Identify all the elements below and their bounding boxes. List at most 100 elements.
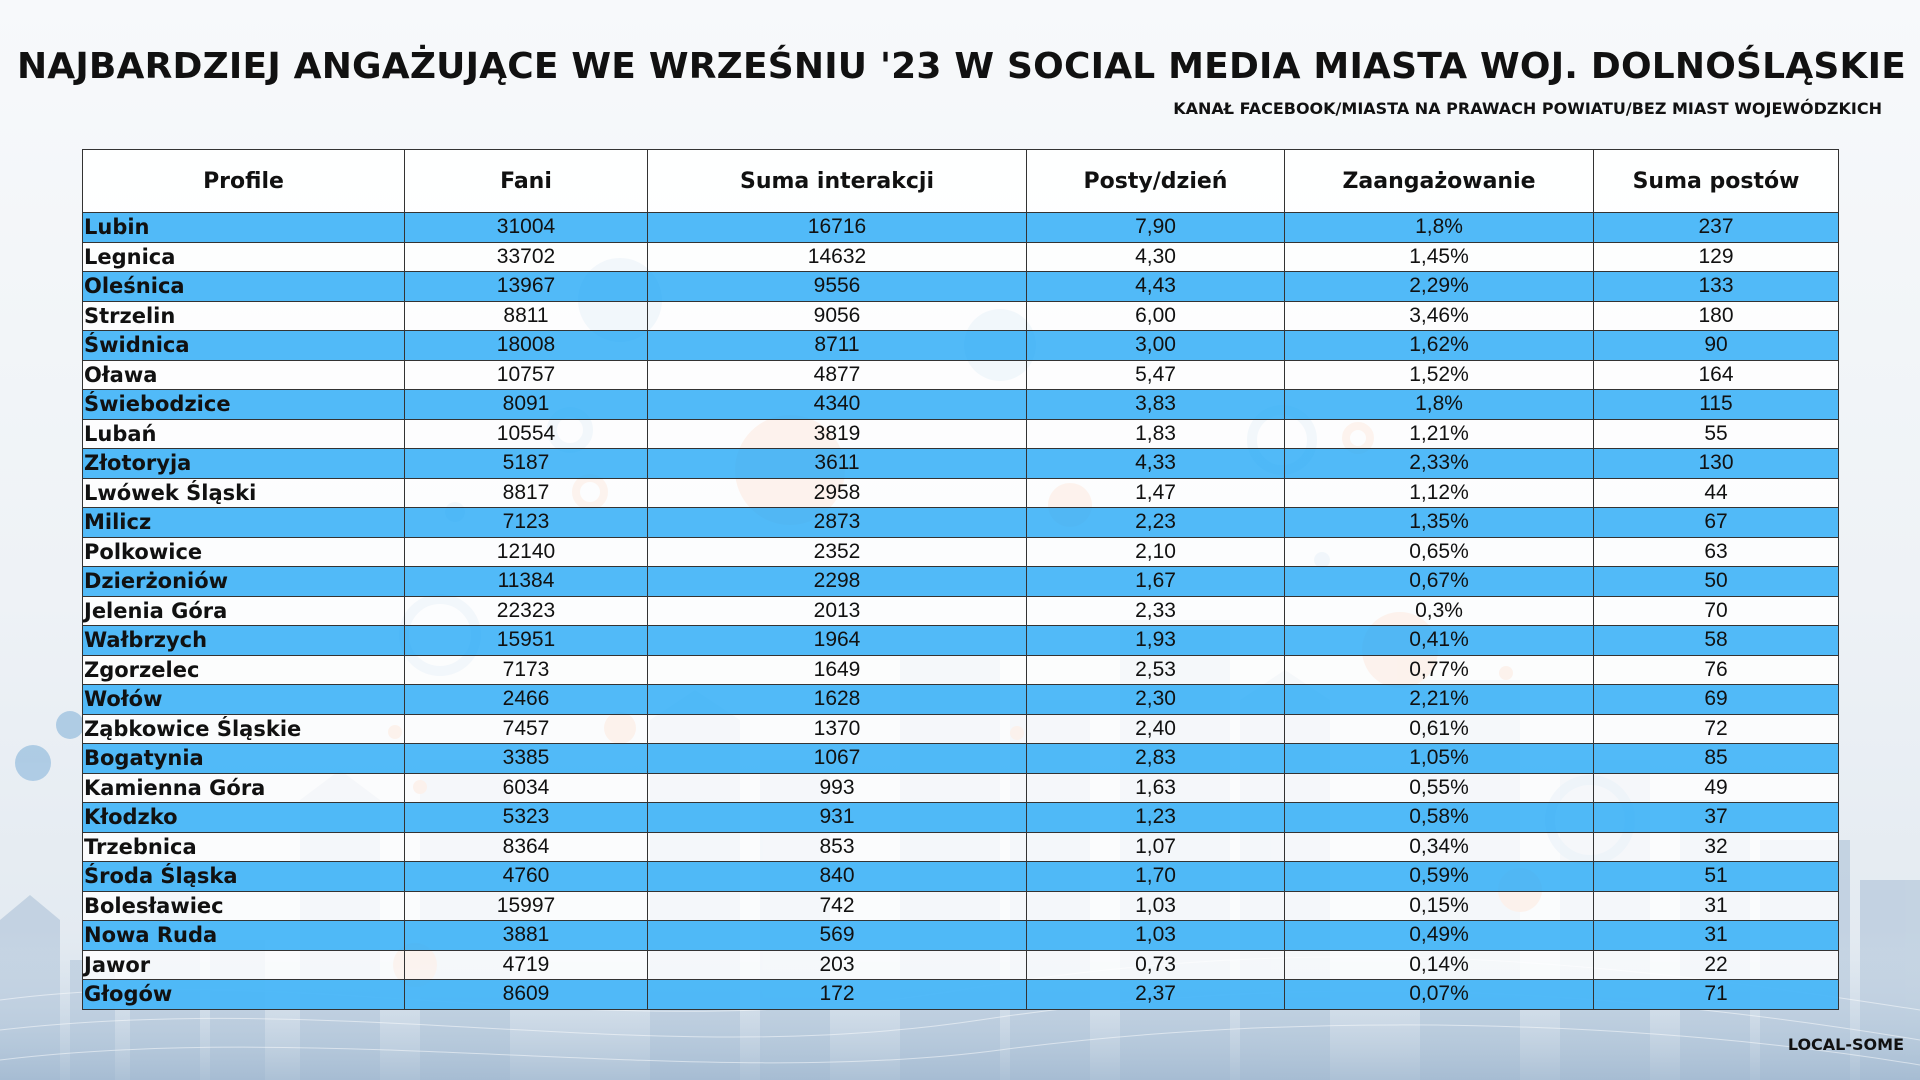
table-row: Jawor 4719 203 0,73 0,14% 22 xyxy=(82,949,1839,980)
header-posts-per-day: Posty/dzień xyxy=(1026,149,1285,213)
cell-engagement: 0,07% xyxy=(1284,979,1594,1010)
table-row: Wałbrzych 15951 1964 1,93 0,41% 58 xyxy=(82,625,1839,656)
table-row: Lubin 31004 16716 7,90 1,8% 237 xyxy=(82,212,1839,243)
table-row: Milicz 7123 2873 2,23 1,35% 67 xyxy=(82,507,1839,538)
cell-profile: Oleśnica xyxy=(82,271,405,302)
cell-engagement: 1,8% xyxy=(1284,212,1594,243)
cell-total-posts: 31 xyxy=(1593,920,1839,951)
table-row: Lubań 10554 3819 1,83 1,21% 55 xyxy=(82,418,1839,449)
cell-interactions: 9056 xyxy=(647,300,1027,331)
cell-profile: Wałbrzych xyxy=(82,625,405,656)
cell-fans: 10757 xyxy=(404,359,648,390)
cell-total-posts: 72 xyxy=(1593,713,1839,744)
cell-posts-per-day: 6,00 xyxy=(1026,300,1285,331)
cell-interactions: 203 xyxy=(647,949,1027,980)
cell-profile: Ząbkowice Śląskie xyxy=(82,713,405,744)
header-profile: Profile xyxy=(82,149,405,213)
table-row: Kamienna Góra 6034 993 1,63 0,55% 49 xyxy=(82,772,1839,803)
cell-posts-per-day: 2,40 xyxy=(1026,713,1285,744)
cell-posts-per-day: 1,70 xyxy=(1026,861,1285,892)
cell-total-posts: 180 xyxy=(1593,300,1839,331)
cell-total-posts: 76 xyxy=(1593,654,1839,685)
cell-interactions: 853 xyxy=(647,831,1027,862)
cell-total-posts: 70 xyxy=(1593,595,1839,626)
cell-engagement: 1,8% xyxy=(1284,389,1594,420)
ranking-table: Profile Fani Suma interakcji Posty/dzień… xyxy=(82,149,1839,1010)
table-row: Zgorzelec 7173 1649 2,53 0,77% 76 xyxy=(82,654,1839,685)
cell-total-posts: 63 xyxy=(1593,536,1839,567)
cell-profile: Legnica xyxy=(82,241,405,272)
cell-fans: 15951 xyxy=(404,625,648,656)
table-row: Wołów 2466 1628 2,30 2,21% 69 xyxy=(82,684,1839,715)
cell-interactions: 4877 xyxy=(647,359,1027,390)
cell-interactions: 742 xyxy=(647,890,1027,921)
cell-profile: Oława xyxy=(82,359,405,390)
table-row: Jelenia Góra 22323 2013 2,33 0,3% 70 xyxy=(82,595,1839,626)
cell-posts-per-day: 1,23 xyxy=(1026,802,1285,833)
cell-posts-per-day: 4,43 xyxy=(1026,271,1285,302)
cell-interactions: 14632 xyxy=(647,241,1027,272)
cell-profile: Wołów xyxy=(82,684,405,715)
cell-fans: 18008 xyxy=(404,330,648,361)
cell-fans: 31004 xyxy=(404,212,648,243)
cell-total-posts: 49 xyxy=(1593,772,1839,803)
cell-profile: Bogatynia xyxy=(82,743,405,774)
cell-fans: 12140 xyxy=(404,536,648,567)
cell-total-posts: 133 xyxy=(1593,271,1839,302)
cell-fans: 8609 xyxy=(404,979,648,1010)
cell-profile: Trzebnica xyxy=(82,831,405,862)
cell-interactions: 569 xyxy=(647,920,1027,951)
cell-total-posts: 71 xyxy=(1593,979,1839,1010)
cell-interactions: 2958 xyxy=(647,477,1027,508)
cell-posts-per-day: 2,23 xyxy=(1026,507,1285,538)
cell-fans: 8364 xyxy=(404,831,648,862)
cell-posts-per-day: 4,30 xyxy=(1026,241,1285,272)
table-row: Świdnica 18008 8711 3,00 1,62% 90 xyxy=(82,330,1839,361)
cell-posts-per-day: 5,47 xyxy=(1026,359,1285,390)
cell-engagement: 1,21% xyxy=(1284,418,1594,449)
cell-interactions: 840 xyxy=(647,861,1027,892)
cell-interactions: 3611 xyxy=(647,448,1027,479)
cell-total-posts: 115 xyxy=(1593,389,1839,420)
cell-fans: 15997 xyxy=(404,890,648,921)
cell-profile: Milicz xyxy=(82,507,405,538)
cell-engagement: 2,21% xyxy=(1284,684,1594,715)
cell-interactions: 1370 xyxy=(647,713,1027,744)
cell-posts-per-day: 1,07 xyxy=(1026,831,1285,862)
cell-interactions: 2873 xyxy=(647,507,1027,538)
table-row: Lwówek Śląski 8817 2958 1,47 1,12% 44 xyxy=(82,477,1839,508)
table-row: Polkowice 12140 2352 2,10 0,65% 63 xyxy=(82,536,1839,567)
cell-fans: 2466 xyxy=(404,684,648,715)
cell-profile: Jawor xyxy=(82,949,405,980)
cell-engagement: 0,58% xyxy=(1284,802,1594,833)
cell-total-posts: 32 xyxy=(1593,831,1839,862)
cell-profile: Polkowice xyxy=(82,536,405,567)
cell-engagement: 1,12% xyxy=(1284,477,1594,508)
cell-engagement: 0,61% xyxy=(1284,713,1594,744)
cell-posts-per-day: 4,33 xyxy=(1026,448,1285,479)
page-title: NAJBARDZIEJ ANGAŻUJĄCE WE WRZEŚNIU '23 W… xyxy=(16,46,1906,87)
table-row: Ząbkowice Śląskie 7457 1370 2,40 0,61% 72 xyxy=(82,713,1839,744)
cell-posts-per-day: 2,83 xyxy=(1026,743,1285,774)
cell-fans: 4719 xyxy=(404,949,648,980)
cell-engagement: 0,15% xyxy=(1284,890,1594,921)
cell-engagement: 1,62% xyxy=(1284,330,1594,361)
table-row: Złotoryja 5187 3611 4,33 2,33% 130 xyxy=(82,448,1839,479)
table-row: Legnica 33702 14632 4,30 1,45% 129 xyxy=(82,241,1839,272)
cell-profile: Środa Śląska xyxy=(82,861,405,892)
cell-interactions: 1964 xyxy=(647,625,1027,656)
cell-profile: Świdnica xyxy=(82,330,405,361)
cell-engagement: 3,46% xyxy=(1284,300,1594,331)
cell-posts-per-day: 3,00 xyxy=(1026,330,1285,361)
cell-engagement: 2,33% xyxy=(1284,448,1594,479)
cell-fans: 7173 xyxy=(404,654,648,685)
cell-interactions: 2298 xyxy=(647,566,1027,597)
table-row: Środa Śląska 4760 840 1,70 0,59% 51 xyxy=(82,861,1839,892)
cell-profile: Świebodzice xyxy=(82,389,405,420)
table-row: Bogatynia 3385 1067 2,83 1,05% 85 xyxy=(82,743,1839,774)
table-row: Świebodzice 8091 4340 3,83 1,8% 115 xyxy=(82,389,1839,420)
cell-fans: 5323 xyxy=(404,802,648,833)
cell-total-posts: 90 xyxy=(1593,330,1839,361)
cell-total-posts: 69 xyxy=(1593,684,1839,715)
cell-profile: Nowa Ruda xyxy=(82,920,405,951)
